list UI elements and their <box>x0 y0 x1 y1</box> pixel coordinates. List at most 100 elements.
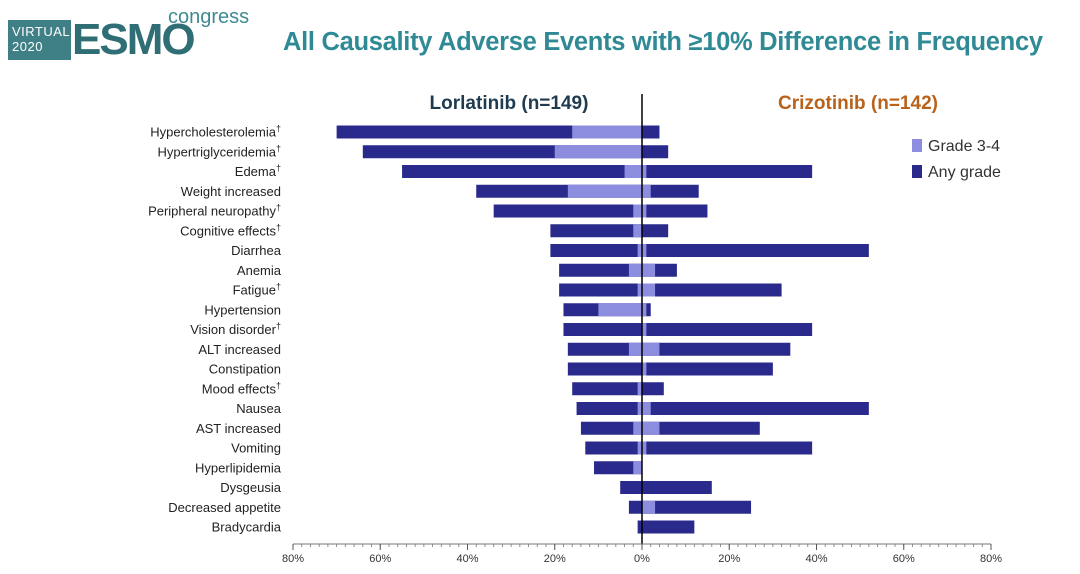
logo-congress-text: congress <box>168 6 250 28</box>
bar-lorlatinib-any-grade <box>550 244 642 257</box>
x-tick-label: 20% <box>718 553 740 565</box>
bar-lorlatinib-any-grade <box>336 125 642 139</box>
category-label: Nausea <box>236 401 282 416</box>
lorlatinib-header: Lorlatinib (n=149) <box>430 93 589 114</box>
category-label: Cognitive effects† <box>180 222 281 238</box>
bar-crizotinib-grade-3-4 <box>642 165 647 178</box>
category-label: Fatigue† <box>233 282 281 298</box>
bar-crizotinib-any-grade <box>642 165 813 178</box>
x-tick-label: 60% <box>369 553 391 565</box>
bar-crizotinib-grade-3-4 <box>642 303 647 317</box>
bar-crizotinib-grade-3-4 <box>642 263 656 277</box>
category-label: Vision disorder† <box>190 321 281 337</box>
bar-crizotinib-grade-3-4 <box>642 500 656 514</box>
bar-lorlatinib-grade-3-4 <box>567 184 642 198</box>
x-tick-label: 40% <box>456 553 478 565</box>
crizotinib-header: Crizotinib (n=142) <box>778 93 938 114</box>
category-label: Hypertriglyceridemia† <box>158 143 282 159</box>
bar-crizotinib-grade-3-4 <box>642 244 647 257</box>
category-label: Anemia <box>237 263 282 278</box>
bar-crizotinib-any-grade <box>642 323 813 336</box>
bar-lorlatinib-any-grade <box>628 500 642 514</box>
bar-crizotinib-grade-3-4 <box>642 362 647 376</box>
category-label: Vomiting <box>231 441 281 456</box>
category-label: Edema† <box>235 163 281 179</box>
logo-virtual-box: VIRTUAL 2020 <box>8 20 71 60</box>
x-tick-label: 80% <box>980 553 1002 565</box>
bar-lorlatinib-any-grade <box>576 402 642 415</box>
bar-lorlatinib-grade-3-4 <box>633 204 642 218</box>
bar-lorlatinib-grade-3-4 <box>628 342 642 356</box>
category-label: Hyperlipidemia <box>195 460 282 475</box>
bar-crizotinib-any-grade <box>642 244 869 257</box>
bar-lorlatinib-grade-3-4 <box>628 263 642 277</box>
bar-lorlatinib-any-grade <box>580 421 642 435</box>
bar-lorlatinib-grade-3-4 <box>637 382 642 396</box>
category-label: Dysgeusia <box>220 480 281 495</box>
category-label: Mood effects† <box>202 380 281 396</box>
esmo-logo: VIRTUAL 2020 ESMO congress <box>8 6 250 64</box>
legend-any-grade-swatch <box>912 165 922 178</box>
bar-lorlatinib-grade-3-4 <box>633 224 642 238</box>
bar-crizotinib-any-grade <box>642 342 791 356</box>
bar-lorlatinib-any-grade <box>402 165 642 178</box>
bar-lorlatinib-grade-3-4 <box>633 461 642 475</box>
bar-crizotinib-any-grade <box>642 145 669 159</box>
bar-lorlatinib-any-grade <box>563 323 642 336</box>
bar-crizotinib-grade-3-4 <box>642 342 660 356</box>
category-label: Hypercholesterolemia† <box>150 124 281 140</box>
bar-lorlatinib-grade-3-4 <box>554 145 642 159</box>
bar-lorlatinib-grade-3-4 <box>624 165 642 178</box>
bar-lorlatinib-grade-3-4 <box>637 402 642 415</box>
bar-crizotinib-any-grade <box>642 283 782 297</box>
bar-lorlatinib-any-grade <box>637 520 642 534</box>
bar-lorlatinib-any-grade <box>585 441 642 455</box>
bar-lorlatinib-grade-3-4 <box>572 125 642 139</box>
bar-lorlatinib-grade-3-4 <box>598 303 642 317</box>
bar-lorlatinib-any-grade <box>620 481 642 494</box>
bar-lorlatinib-any-grade <box>567 342 642 356</box>
logo-year-text: 2020 <box>12 39 43 54</box>
bar-lorlatinib-any-grade <box>493 204 642 218</box>
bar-lorlatinib-any-grade <box>567 362 642 376</box>
x-tick-label: 80% <box>282 553 304 565</box>
bar-crizotinib-any-grade <box>642 184 699 198</box>
legend-grade-3-4-label: Grade 3-4 <box>928 138 1000 155</box>
bar-crizotinib-grade-3-4 <box>642 204 647 218</box>
bar-crizotinib-any-grade <box>642 441 813 455</box>
bar-crizotinib-any-grade <box>642 204 708 218</box>
logo-virtual-text: VIRTUAL <box>12 24 71 39</box>
bar-crizotinib-any-grade <box>642 481 712 494</box>
bar-crizotinib-grade-3-4 <box>642 283 656 297</box>
bar-crizotinib-grade-3-4 <box>642 402 651 415</box>
category-label: Peripheral neuropathy† <box>148 203 281 219</box>
category-label: ALT increased <box>198 342 281 357</box>
x-tick-label: 0% <box>634 553 650 565</box>
legend-any-grade-label: Any grade <box>928 164 1001 181</box>
x-tick-label: 60% <box>893 553 915 565</box>
x-tick-label: 40% <box>805 553 827 565</box>
bar-crizotinib-any-grade <box>642 362 773 376</box>
category-label: Hypertension <box>204 302 281 317</box>
category-label: AST increased <box>196 421 281 436</box>
logo-esmo-text: ESMO <box>72 15 196 64</box>
bar-lorlatinib-grade-3-4 <box>637 441 642 455</box>
bar-crizotinib-grade-3-4 <box>642 421 660 435</box>
bar-crizotinib-grade-3-4 <box>642 323 647 336</box>
bar-crizotinib-any-grade <box>642 402 869 415</box>
bar-lorlatinib-any-grade <box>572 382 642 396</box>
bar-lorlatinib-any-grade <box>559 263 642 277</box>
category-label: Diarrhea <box>231 243 282 258</box>
bar-crizotinib-any-grade <box>642 500 752 514</box>
bar-lorlatinib-grade-3-4 <box>637 244 642 257</box>
bar-lorlatinib-any-grade <box>594 461 642 475</box>
category-label: Constipation <box>209 362 281 377</box>
bar-crizotinib-any-grade <box>642 520 695 534</box>
bar-crizotinib-any-grade <box>642 224 669 238</box>
x-tick-label: 20% <box>544 553 566 565</box>
bar-crizotinib-any-grade <box>642 382 664 396</box>
category-label: Decreased appetite <box>168 500 281 515</box>
bar-crizotinib-any-grade <box>642 421 760 435</box>
legend-grade-3-4-swatch <box>912 139 922 152</box>
bar-lorlatinib-grade-3-4 <box>637 283 642 297</box>
